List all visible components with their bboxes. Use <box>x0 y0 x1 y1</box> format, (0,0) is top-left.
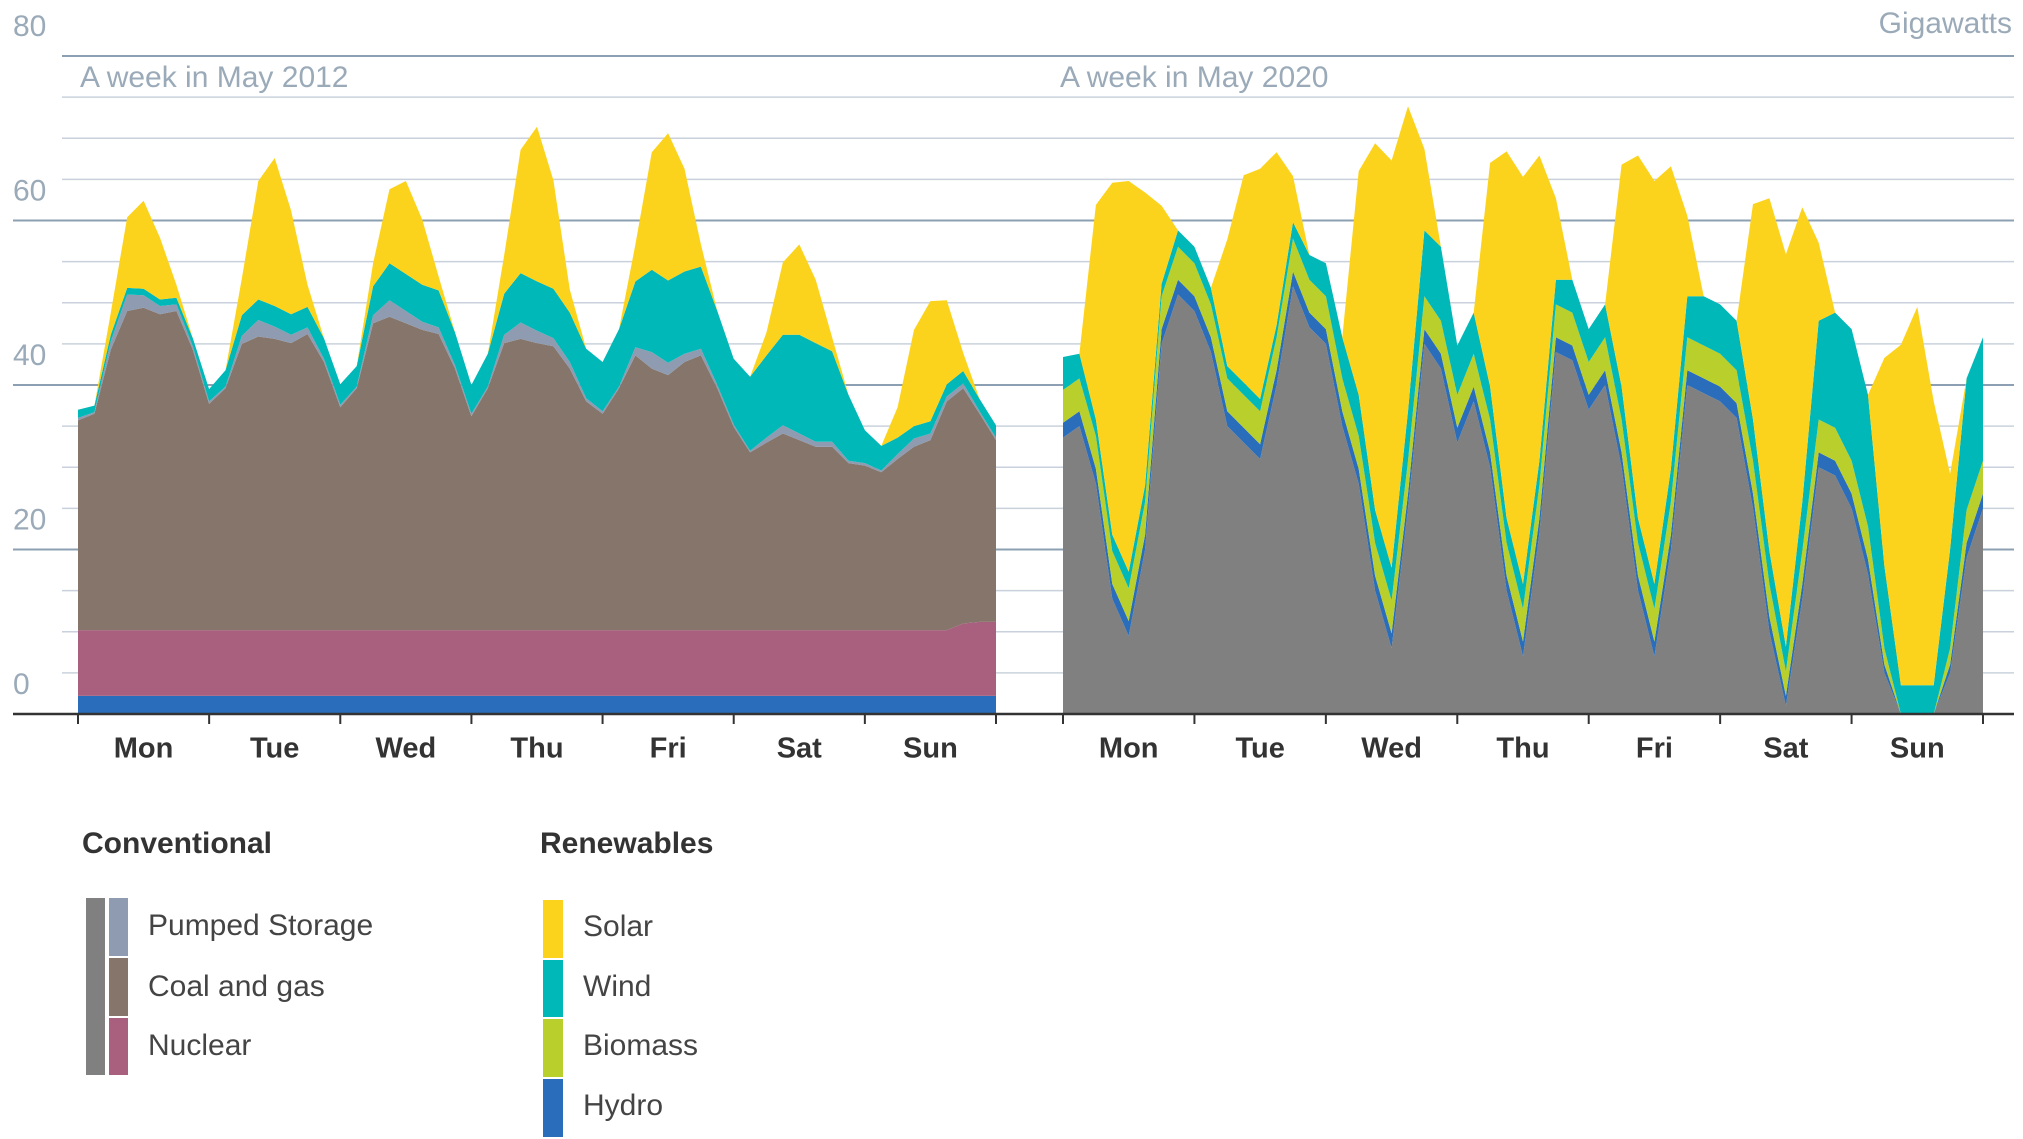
y-tick-label: 60 <box>13 174 46 207</box>
legend-label: Coal and gas <box>148 970 325 1003</box>
x-tick-label: Fri <box>1636 733 1673 765</box>
area <box>78 294 996 473</box>
legend-swatch <box>543 1019 563 1077</box>
legend-group-title: Renewables <box>540 827 713 860</box>
legend-swatch <box>109 1018 128 1075</box>
area <box>1063 286 1983 714</box>
x-tick-label: Tue <box>1235 733 1284 765</box>
legend-label: Solar <box>583 910 653 943</box>
y-tick-label: 0 <box>13 668 30 701</box>
area <box>78 307 996 631</box>
x-tick-label: Wed <box>376 733 437 765</box>
legend-label: Hydro <box>583 1089 663 1122</box>
x-tick-label: Tue <box>250 733 299 765</box>
legend-label: Biomass <box>583 1029 698 1062</box>
legend-group-title: Conventional <box>82 827 272 860</box>
legend-swatch <box>109 958 128 1016</box>
subtitle: A week in May 2012 <box>80 61 349 94</box>
legend-swatch <box>109 898 128 956</box>
legend-label: Nuclear <box>148 1029 251 1062</box>
legend-label: Wind <box>583 970 651 1003</box>
legend-swatch <box>543 900 563 958</box>
legend-swatch <box>86 898 105 1075</box>
area <box>1063 238 1983 714</box>
x-tick-label: Sun <box>1890 733 1945 765</box>
legend-label: Pumped Storage <box>148 909 373 942</box>
y-tick-label: 40 <box>13 339 46 372</box>
x-tick-label: Mon <box>1099 733 1159 765</box>
area <box>78 126 996 446</box>
x-tick-label: Sun <box>903 733 958 765</box>
legend-swatch <box>543 960 563 1017</box>
x-tick-label: Mon <box>114 733 174 765</box>
y-tick-label: 80 <box>13 10 46 43</box>
area <box>78 621 996 696</box>
area <box>78 695 996 714</box>
x-tick-label: Thu <box>1496 733 1549 765</box>
x-tick-label: Wed <box>1361 733 1422 765</box>
x-tick-label: Sat <box>777 733 822 765</box>
x-tick-label: Fri <box>650 733 687 765</box>
unit-label: Gigawatts <box>1879 7 2012 40</box>
area <box>78 263 996 471</box>
legend-swatch <box>543 1079 563 1137</box>
x-tick-label: Thu <box>510 733 563 765</box>
subtitle: A week in May 2020 <box>1060 61 1329 94</box>
area <box>1063 222 1983 714</box>
x-tick-label: Sat <box>1763 733 1808 765</box>
y-tick-label: 20 <box>13 503 46 536</box>
area <box>1063 106 1983 686</box>
